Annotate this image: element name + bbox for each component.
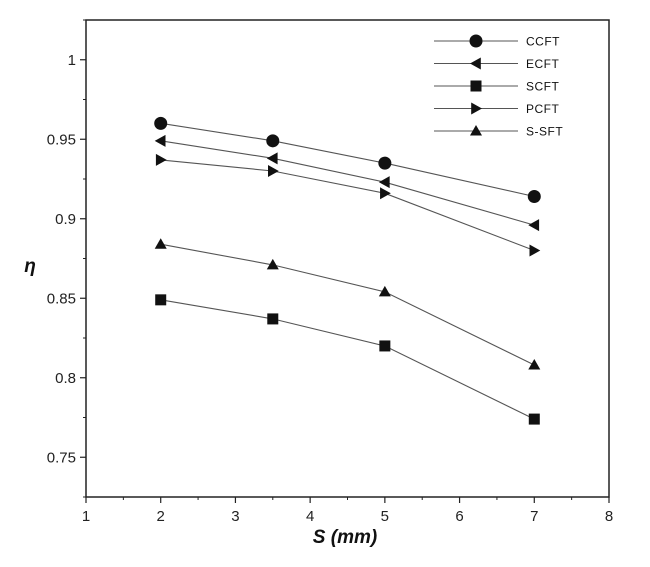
series-line	[160, 122, 535, 198]
legend-marker	[470, 125, 482, 136]
legend: CCFT ECFT SCFT PCFT S-SFT	[434, 34, 563, 139]
y-axis: 0.75 0.8 0.85 0.9 0.95 1	[47, 19, 86, 498]
data-point	[155, 294, 167, 306]
y-tick-label: 0.85	[47, 290, 76, 307]
y-tick-label: 0.9	[55, 211, 76, 228]
data-point	[378, 176, 390, 189]
data-point	[380, 187, 391, 200]
data-point	[267, 313, 279, 325]
series-s-sft	[154, 238, 541, 370]
y-axis-title: η	[24, 256, 36, 277]
legend-marker	[471, 102, 482, 115]
legend-item: S-SFT	[434, 125, 563, 139]
series-line	[160, 159, 535, 252]
data-point	[378, 156, 392, 170]
y-tick-label: 1	[68, 52, 76, 69]
data-point	[528, 413, 540, 425]
legend-marker	[470, 80, 482, 92]
data-point	[266, 134, 280, 148]
x-tick-label: 8	[605, 508, 613, 525]
series-ccft	[154, 116, 541, 203]
x-axis: 1 2 3 4 5 6 7 8	[82, 497, 613, 525]
data-point	[154, 116, 168, 130]
data-point	[266, 258, 279, 270]
legend-marker	[469, 34, 483, 48]
y-tick-label: 0.8	[55, 370, 76, 387]
x-tick-label: 6	[455, 508, 463, 525]
series-ecft	[154, 134, 540, 232]
legend-item: SCFT	[434, 80, 560, 94]
series-line	[160, 243, 535, 366]
x-tick-label: 2	[157, 508, 165, 525]
x-tick-label: 7	[530, 508, 538, 525]
data-point	[528, 219, 540, 232]
data-point	[267, 165, 279, 178]
x-tick-label: 3	[231, 508, 239, 525]
data-point	[155, 153, 167, 166]
y-tick-label: 0.95	[47, 131, 76, 148]
data-point	[378, 285, 391, 297]
data-point	[527, 189, 541, 203]
data-point	[529, 244, 541, 257]
x-tick-label: 1	[82, 508, 90, 525]
y-tick-label: 0.75	[47, 449, 76, 466]
series-scft	[155, 294, 540, 425]
series-line	[160, 299, 535, 420]
legend-item: ECFT	[434, 57, 560, 71]
legend-label: PCFT	[526, 102, 560, 116]
data-point	[528, 359, 541, 370]
legend-item: CCFT	[434, 34, 560, 49]
series-line	[160, 140, 535, 226]
legend-item: PCFT	[434, 102, 560, 116]
legend-label: S-SFT	[526, 125, 563, 139]
legend-label: CCFT	[526, 35, 560, 49]
data-point	[379, 340, 391, 352]
legend-label: ECFT	[526, 57, 560, 71]
x-tick-label: 4	[306, 508, 314, 525]
series-layer	[154, 116, 541, 425]
data-point	[154, 238, 167, 249]
x-axis-title: S (mm)	[313, 527, 377, 548]
legend-marker	[470, 57, 481, 70]
legend-label: SCFT	[526, 80, 560, 94]
data-point	[266, 152, 278, 165]
series-pcft	[155, 153, 541, 257]
data-point	[154, 134, 166, 147]
x-tick-label: 5	[381, 508, 389, 525]
